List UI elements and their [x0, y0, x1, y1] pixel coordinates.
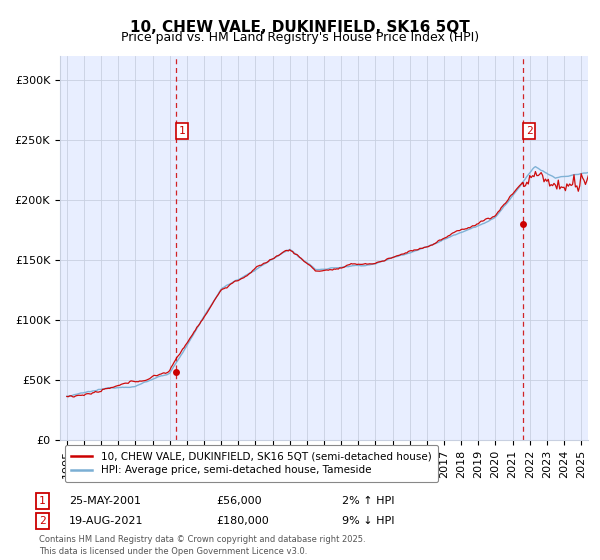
Point	[518, 220, 528, 228]
Text: 19-AUG-2021: 19-AUG-2021	[69, 516, 143, 526]
Text: 2% ↑ HPI: 2% ↑ HPI	[342, 496, 395, 506]
Legend: 10, CHEW VALE, DUKINFIELD, SK16 5QT (semi-detached house), HPI: Average price, s: 10, CHEW VALE, DUKINFIELD, SK16 5QT (sem…	[65, 445, 437, 482]
Point	[172, 368, 181, 377]
Text: 2: 2	[39, 516, 46, 526]
Text: Contains HM Land Registry data © Crown copyright and database right 2025.
This d: Contains HM Land Registry data © Crown c…	[39, 535, 365, 556]
Text: 1: 1	[39, 496, 46, 506]
Text: 9% ↓ HPI: 9% ↓ HPI	[342, 516, 395, 526]
Text: Price paid vs. HM Land Registry's House Price Index (HPI): Price paid vs. HM Land Registry's House …	[121, 31, 479, 44]
Text: 1: 1	[179, 126, 185, 136]
Text: £56,000: £56,000	[216, 496, 262, 506]
Text: £180,000: £180,000	[216, 516, 269, 526]
Text: 25-MAY-2001: 25-MAY-2001	[69, 496, 141, 506]
Text: 2: 2	[526, 126, 533, 136]
Text: 10, CHEW VALE, DUKINFIELD, SK16 5QT: 10, CHEW VALE, DUKINFIELD, SK16 5QT	[130, 20, 470, 35]
